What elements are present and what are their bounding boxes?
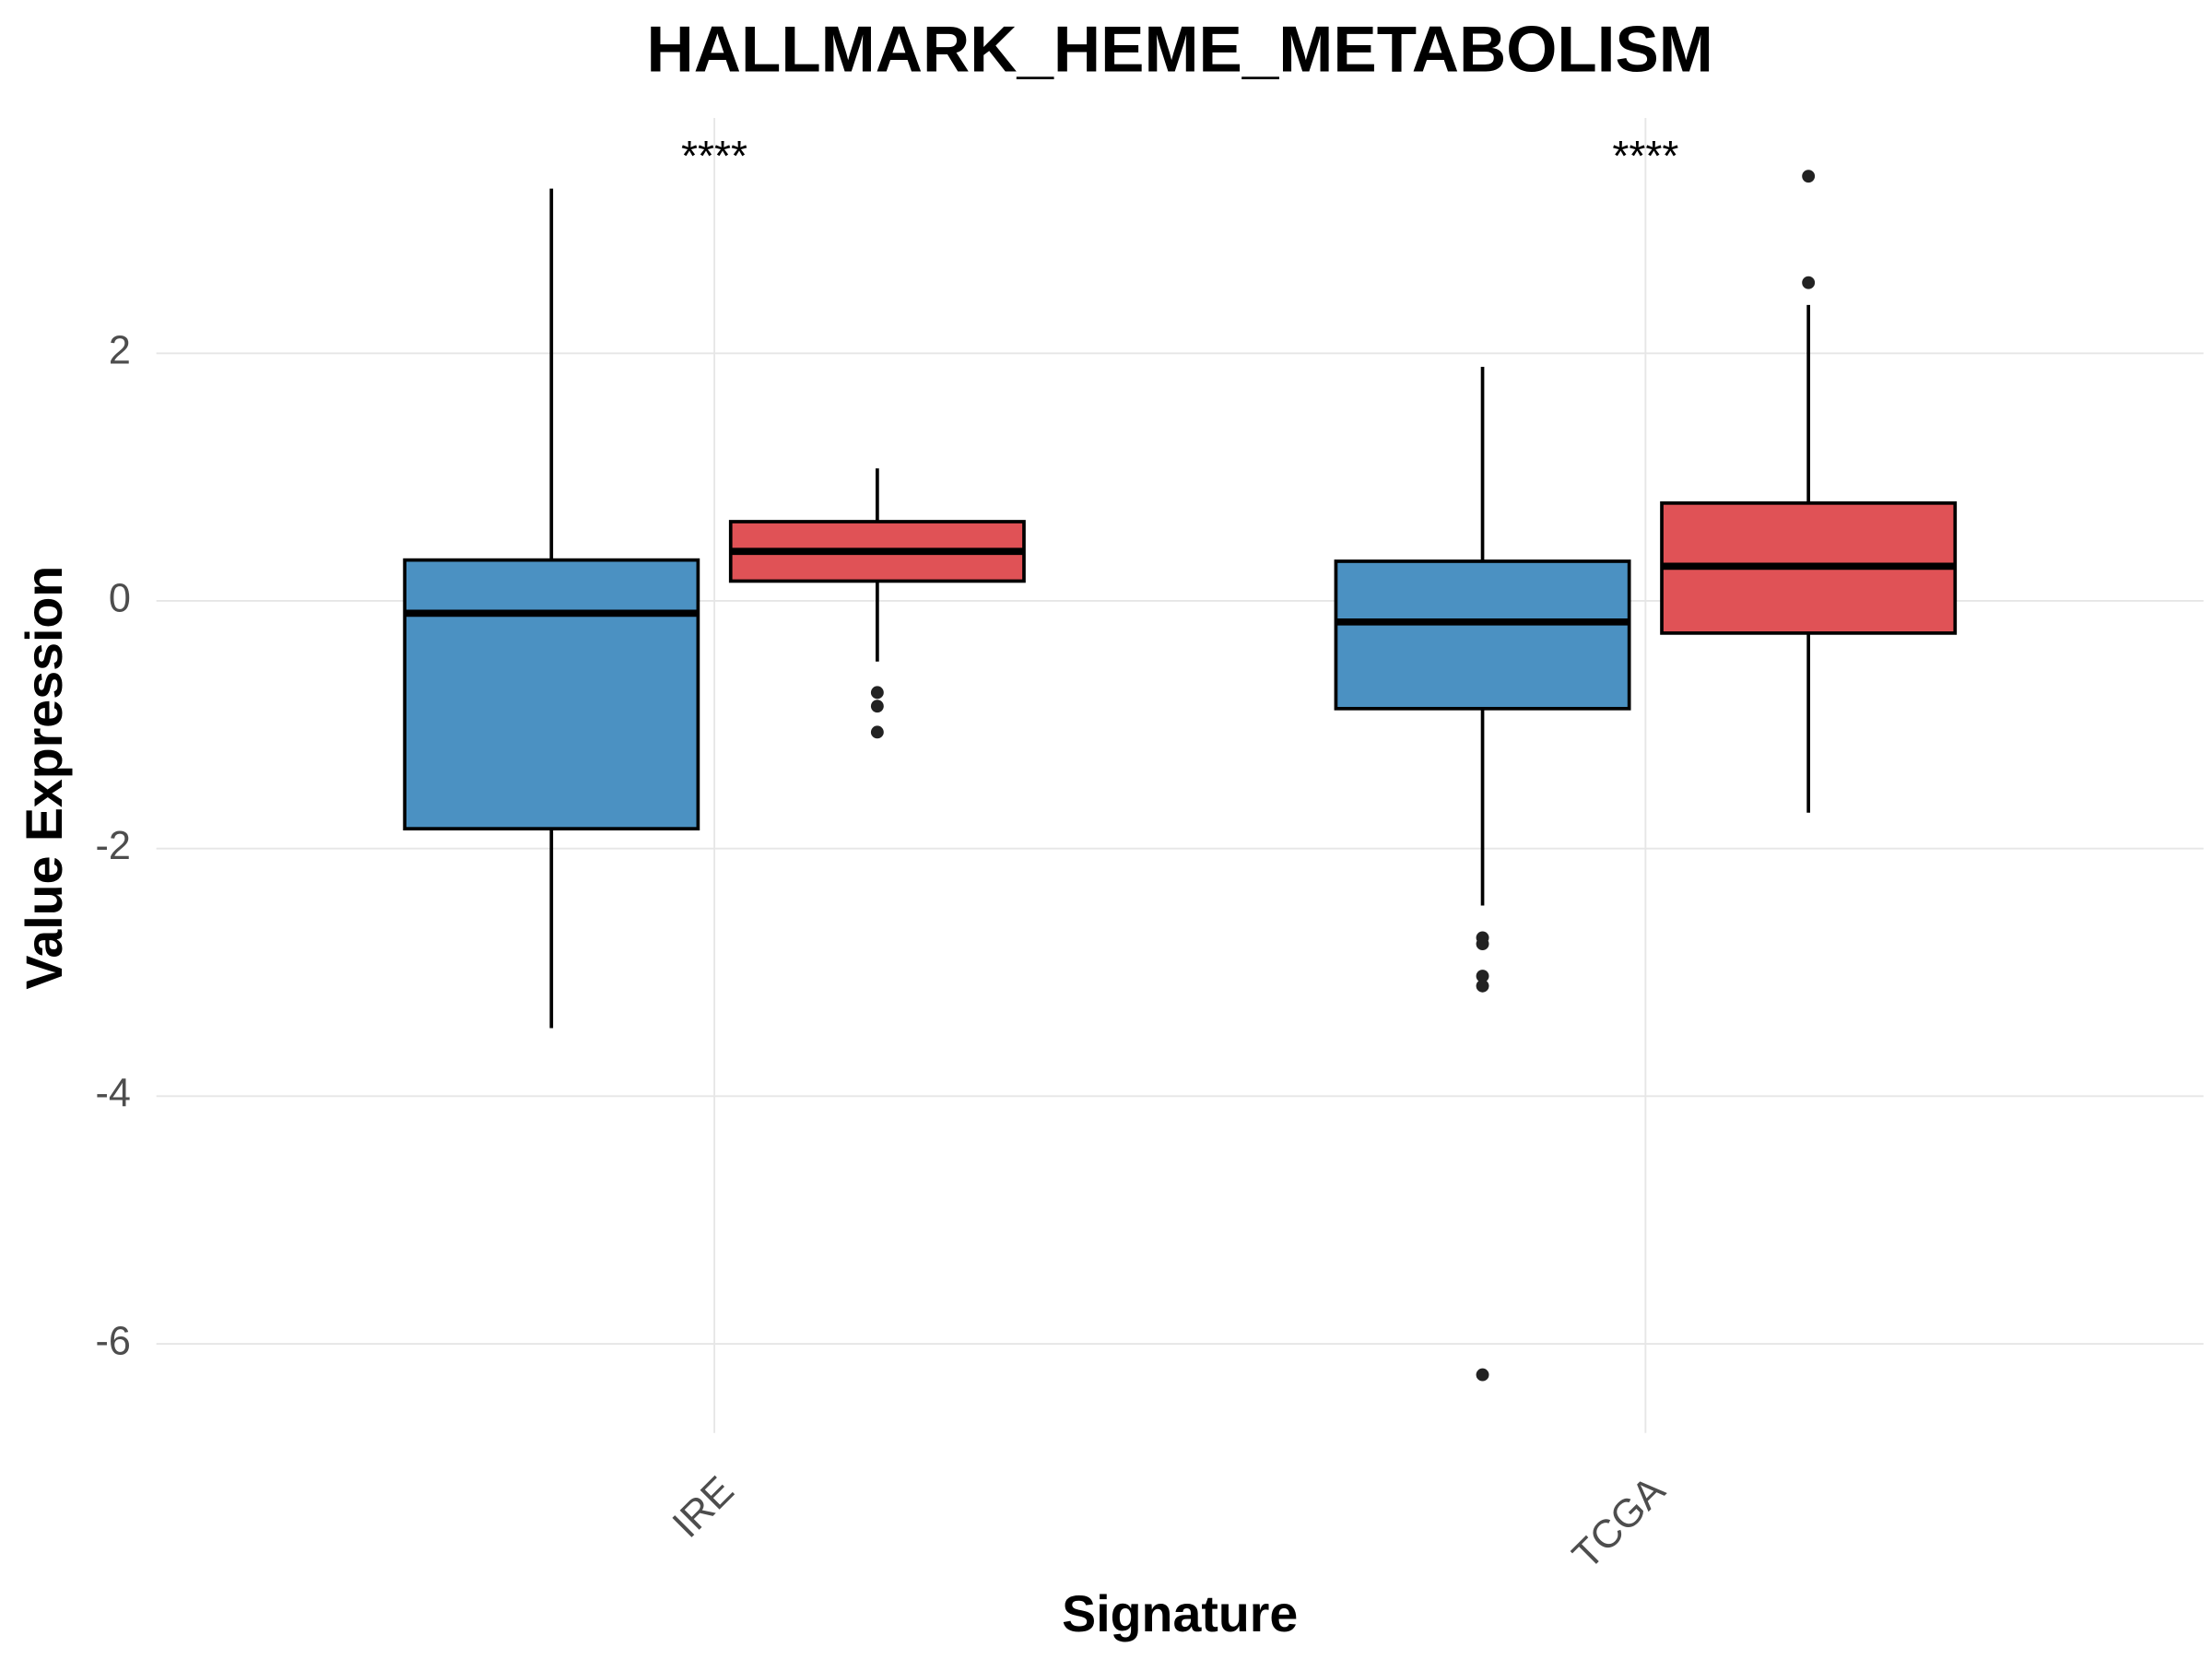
outlier: [870, 725, 884, 739]
outlier: [1476, 1368, 1489, 1382]
y-tick-label: -2: [96, 824, 131, 868]
box: [1334, 559, 1631, 711]
plot-area: [403, 170, 1958, 1382]
y-tick-label: -4: [96, 1072, 131, 1116]
y-tick-label: 2: [109, 329, 131, 373]
y-tick-label: -6: [96, 1319, 131, 1363]
x-tick-label: TCGA: [1564, 1468, 1674, 1578]
y-axis-label: Value Expression: [16, 566, 73, 990]
outlier: [870, 686, 884, 700]
annotation: ****: [1612, 132, 1678, 180]
y-tick-label: 0: [109, 576, 131, 620]
outlier: [1476, 937, 1489, 951]
outlier: [870, 700, 884, 713]
chart-title: HALLMARK_HEME_METABOLISM: [647, 13, 1713, 86]
annotation: ****: [681, 132, 747, 180]
outlier: [1802, 276, 1816, 289]
x-axis-label: Signature: [1062, 1585, 1298, 1642]
grid: -6 -4 -2 0 2 IRE **** TCGA ****: [96, 118, 2204, 1578]
box: [403, 558, 700, 831]
x-tick-label: IRE: [665, 1468, 743, 1547]
outlier: [1802, 170, 1816, 183]
outlier: [1476, 979, 1489, 993]
outlier: [1476, 970, 1489, 982]
